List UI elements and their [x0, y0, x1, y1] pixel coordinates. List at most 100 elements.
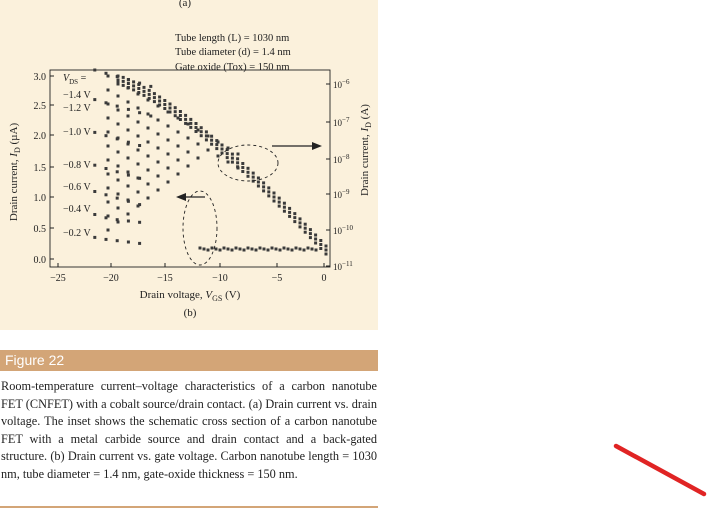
band-point	[116, 220, 120, 224]
floor-point	[278, 248, 282, 252]
x-tick-label: −5	[272, 273, 283, 284]
band-point	[106, 74, 110, 78]
log-point	[262, 185, 266, 189]
data-point	[104, 71, 108, 75]
log-point	[230, 152, 234, 156]
log-point	[324, 244, 328, 248]
floor-point	[198, 246, 202, 250]
log-point	[303, 226, 307, 230]
data-point	[115, 170, 119, 174]
band-point	[116, 192, 120, 196]
band-point	[136, 148, 140, 152]
y-ticks-left: 3.0 2.5 2.0 1.5 1.0 0.5 0.0	[34, 72, 54, 266]
x-tick-label: −15	[157, 273, 173, 284]
log-point	[132, 80, 136, 84]
log-point	[298, 225, 302, 229]
log-point	[184, 117, 188, 121]
log-point	[173, 110, 177, 114]
data-point	[93, 213, 97, 216]
y-tick-label: 1.0	[34, 193, 47, 204]
log-point	[319, 247, 323, 250]
log-point	[308, 228, 312, 232]
log-curve-highlight	[217, 144, 279, 182]
band-point	[116, 108, 120, 112]
band-point	[106, 172, 110, 176]
log-point	[225, 156, 229, 160]
data-point	[138, 241, 142, 245]
band-point	[206, 134, 210, 138]
caption-bar: Figure 22	[0, 350, 378, 371]
floor-point	[274, 247, 278, 251]
x-tick-label: −25	[50, 273, 66, 284]
band-point	[126, 100, 130, 104]
band-point	[146, 140, 150, 144]
log-point	[251, 171, 255, 175]
band-point	[156, 146, 160, 150]
floor-point	[270, 246, 274, 250]
log-point	[220, 151, 224, 155]
log-point	[225, 148, 229, 152]
log-point	[225, 152, 229, 156]
log-point	[210, 138, 214, 142]
data-point	[104, 193, 108, 197]
param-tube-length: Tube length (L) = 1030 nm	[175, 33, 289, 44]
curve-label: −1.4 V	[63, 90, 91, 101]
y-axis-right-label: Drain current, ID (A)	[359, 104, 373, 196]
log-point	[298, 221, 302, 225]
band-point	[106, 228, 110, 232]
band-point	[126, 198, 130, 202]
band-point	[116, 206, 120, 210]
band-point	[236, 152, 240, 156]
band-point	[156, 174, 160, 178]
log-point	[308, 236, 312, 240]
log-point	[319, 243, 323, 246]
log-point	[236, 157, 240, 161]
data-point	[115, 218, 119, 222]
log-point	[262, 181, 266, 185]
band-point	[136, 190, 140, 194]
log-point	[116, 78, 120, 82]
band-point	[126, 170, 130, 174]
log-point	[194, 126, 198, 129]
log-point	[272, 195, 276, 199]
plot-frame	[49, 69, 331, 268]
band-point	[156, 132, 160, 136]
arrow-left-head	[176, 193, 186, 201]
log-point	[199, 126, 203, 130]
band-point	[176, 172, 180, 176]
log-point	[147, 96, 151, 100]
linear-curve-highlight	[182, 190, 218, 266]
log-point	[241, 170, 245, 173]
data-point	[115, 239, 119, 243]
log-point	[246, 170, 250, 174]
log-point	[194, 122, 198, 125]
log-point	[199, 134, 203, 138]
band-point	[136, 106, 140, 110]
log-point	[116, 74, 120, 78]
band-point	[126, 156, 130, 160]
band-point	[226, 146, 230, 150]
y-right-tick-label: 10−8	[333, 153, 350, 165]
band-point	[226, 160, 230, 164]
band-point	[116, 150, 120, 154]
x-ticks: −25 −20 −15 −10 −5 0	[50, 263, 327, 284]
data-point	[104, 237, 108, 241]
data-point	[93, 190, 97, 193]
band-point	[156, 188, 160, 192]
data-point	[149, 84, 153, 88]
band-point	[106, 144, 110, 148]
band-point	[126, 142, 130, 146]
floor-point	[238, 247, 242, 251]
arrow-right-head	[312, 142, 322, 150]
floor-point	[230, 248, 234, 252]
log-point	[121, 83, 125, 87]
log-point	[230, 160, 234, 164]
band-point	[156, 118, 160, 122]
band-point	[106, 88, 110, 92]
log-point	[121, 75, 125, 79]
band-point	[146, 182, 150, 186]
floor-point	[226, 247, 230, 251]
log-point	[126, 82, 130, 85]
log-point	[158, 99, 162, 103]
floor-point	[234, 246, 238, 250]
